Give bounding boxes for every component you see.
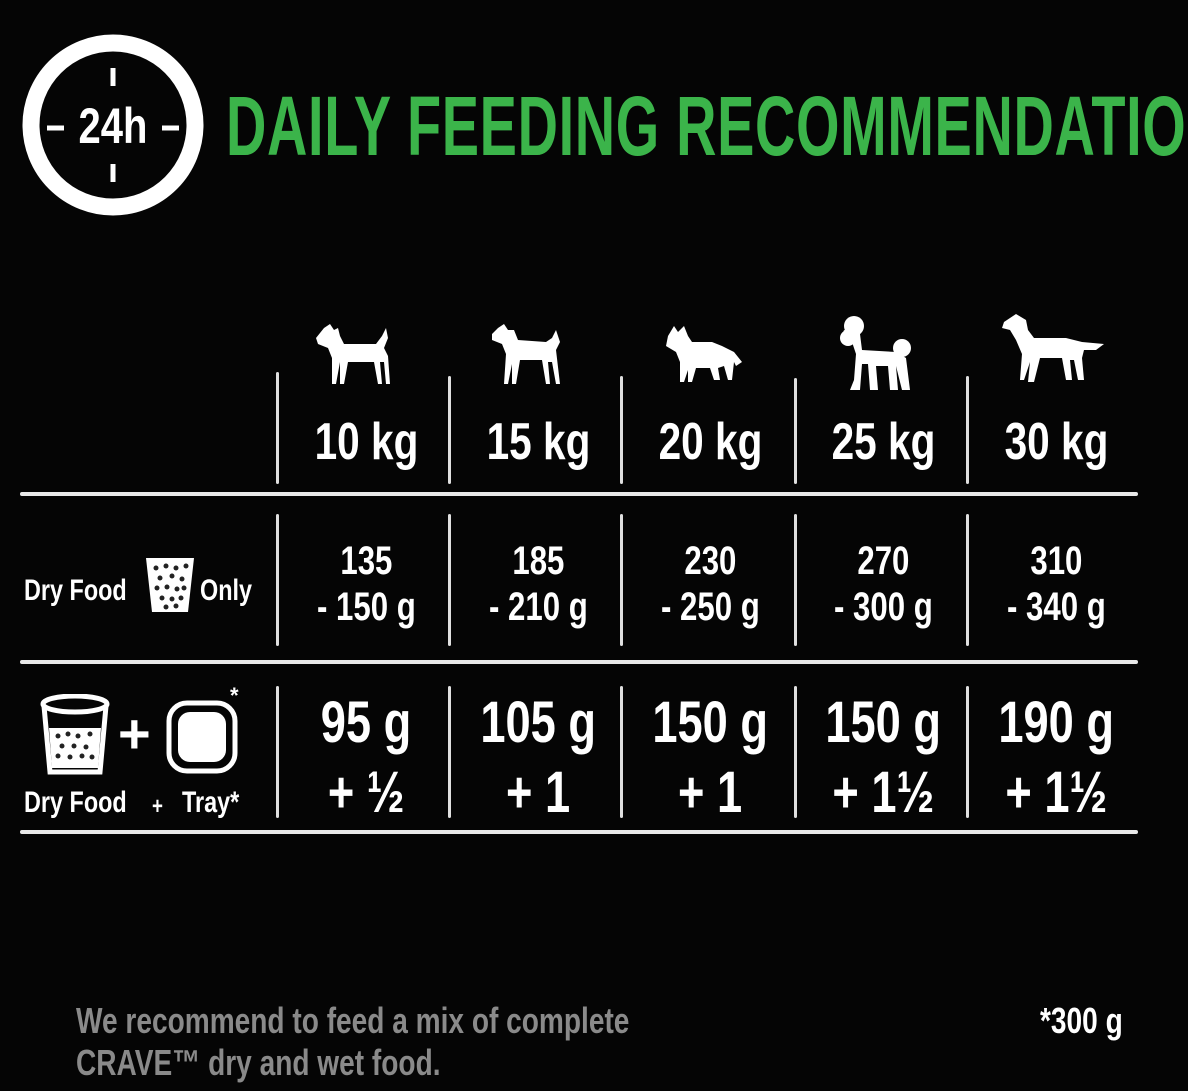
row-label-tray: Tray* [182,786,240,819]
24h-clock-icon: 24h [20,32,206,218]
column-divider [794,686,797,818]
row-divider [20,830,1138,834]
dry-food-cup-icon [144,554,196,619]
column-divider [794,378,797,484]
row-label-only: Only [200,574,253,607]
dry-food-bowl-icon [40,693,110,781]
column-divider [276,372,279,484]
tray-footnote-mark: * [230,683,239,708]
cell-dry-20kg: 230- 250 g [660,539,760,629]
recommendation-note: We recommend to feed a mix of complete C… [76,1000,630,1083]
cell-dry-25kg: 270- 300 g [833,539,933,629]
cell-mix-10kg: 95 g + ½ [320,690,412,825]
terrier-dog-icon [314,322,396,392]
column-divider [966,686,969,818]
retriever-dog-icon [1000,310,1108,384]
column-divider [966,514,969,646]
column-header-10kg: 10 kg [314,413,418,471]
column-header-20kg: 20 kg [658,413,762,471]
cell-dry-15kg: 185- 210 g [488,539,588,629]
cell-dry-30kg: 310- 340 g [1006,539,1106,629]
row-label-plus: + [152,793,163,820]
cell-mix-25kg: 150 g + 1½ [825,690,941,825]
page-title: DAILY FEEDING RECOMMENDATION [226,79,1188,173]
column-divider [966,376,969,484]
column-divider [448,514,451,646]
small-dog-icon [490,320,568,392]
clock-label: 24h [78,98,148,154]
cell-mix-30kg: 190 g + 1½ [998,690,1114,825]
column-divider [276,686,279,818]
column-divider [620,514,623,646]
row-label-dry-food: Dry Food [24,574,127,607]
cell-mix-20kg: 150 g + 1 [652,690,768,825]
column-divider [448,376,451,484]
plus-icon: + [118,702,151,765]
column-divider [620,686,623,818]
column-divider [276,514,279,646]
cell-dry-10kg: 135- 150 g [316,539,416,629]
poodle-dog-icon [840,314,916,394]
collie-dog-icon [662,322,746,388]
column-divider [448,686,451,818]
column-header-25kg: 25 kg [831,413,935,471]
cell-mix-15kg: 105 g + 1 [480,690,596,825]
column-header-30kg: 30 kg [1004,413,1108,471]
row-divider [20,660,1138,664]
row-divider [20,492,1138,496]
column-header-15kg: 15 kg [486,413,590,471]
row-label-dry-food-2: Dry Food [24,786,127,819]
column-divider [620,376,623,484]
column-divider [794,514,797,646]
tray-footnote: *300 g [1040,1000,1123,1041]
wet-food-tray-icon [166,700,238,779]
